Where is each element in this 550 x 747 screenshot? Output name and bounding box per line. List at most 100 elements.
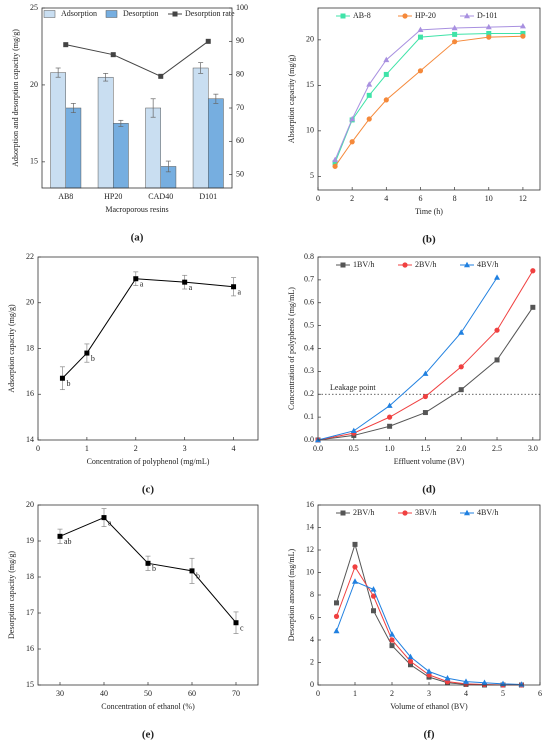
x-tick-label: 0 (36, 444, 40, 453)
x-tick-label: 8 (453, 194, 457, 203)
significance-letter: b (91, 354, 95, 363)
y-axis-title: Adsorption and desorption capacity (mg/g… (11, 29, 20, 167)
bar (145, 107, 162, 189)
bar (113, 123, 129, 189)
marker (389, 637, 395, 643)
bar (208, 98, 224, 189)
x-tick-label: 0.0 (313, 444, 323, 453)
y-tick-label: 16 (26, 644, 34, 653)
x-tick-label: 6 (538, 689, 542, 698)
y-tick-label: 4 (310, 635, 314, 644)
x-axis-title: Concentration of polyphenol (mg/mL) (87, 457, 210, 466)
legend-marker (340, 13, 346, 19)
series-line (336, 542, 522, 686)
y-tick-label: 0.7 (304, 275, 314, 284)
marker (494, 274, 501, 280)
marker (352, 578, 358, 584)
x-tick-label: 70 (232, 689, 240, 698)
y2-tick-label: 70 (236, 103, 244, 112)
bar (65, 107, 82, 189)
marker (145, 560, 151, 566)
y-axis-title: Adsorption capacity (mg/g) (7, 304, 16, 393)
marker (417, 26, 424, 33)
y-axis-title: Desorption capacity (mg/g) (7, 551, 16, 639)
y-tick-label: 20 (306, 35, 314, 44)
y-tick-label: 5 (310, 171, 314, 180)
x-tick-label: 2.0 (456, 444, 466, 453)
legend-label: Desorption (123, 9, 159, 18)
legend-label: 1BV/h (353, 260, 374, 269)
marker (158, 73, 164, 79)
marker (352, 564, 358, 570)
marker (520, 30, 526, 36)
marker (389, 643, 395, 649)
marker (408, 662, 413, 668)
marker (349, 115, 356, 122)
marker (422, 370, 429, 376)
marker (182, 279, 188, 285)
y-tick-label: 15 (306, 80, 314, 89)
legend-label: D-101 (477, 11, 497, 20)
y-tick-label: 12 (306, 545, 314, 554)
marker (371, 608, 376, 614)
marker (451, 24, 458, 31)
x-tick-label: 40 (100, 689, 108, 698)
marker (486, 34, 492, 40)
series-line (317, 277, 498, 441)
series-line (334, 35, 523, 167)
y-tick-label: 17 (26, 608, 34, 617)
marker (332, 163, 338, 169)
marker (332, 156, 339, 163)
marker (350, 427, 357, 434)
marker (233, 620, 239, 626)
legend-label: AB-8 (353, 11, 371, 20)
marker (387, 423, 393, 429)
marker (383, 97, 389, 103)
x-tick-label: 2.5 (492, 444, 502, 453)
x-tick-label: 1.5 (420, 444, 430, 453)
bar (50, 72, 66, 189)
significance-letter: ab (64, 537, 72, 546)
plot-frame (37, 504, 259, 686)
y-tick-label: 8 (310, 590, 314, 599)
x-tick-label: D101 (199, 192, 217, 201)
legend-label: 2BV/h (353, 508, 374, 517)
y-tick-label: 18 (26, 572, 34, 581)
y-tick-label: 22 (26, 252, 34, 261)
x-tick-label: 4 (464, 689, 468, 698)
legend-label: 2BV/h (415, 260, 436, 269)
plot-frame (41, 7, 233, 189)
marker (458, 364, 464, 370)
legend-marker (402, 13, 408, 19)
panel-label: (b) (422, 234, 436, 246)
marker (370, 586, 377, 592)
reference-label: Leakage point (330, 383, 376, 392)
x-tick-label: 0 (316, 689, 320, 698)
legend-swatch (43, 10, 56, 18)
marker (349, 139, 355, 145)
x-tick-label: 3 (427, 689, 431, 698)
marker (389, 631, 395, 637)
marker (426, 668, 432, 674)
x-tick-label: 30 (56, 689, 64, 698)
marker (334, 600, 339, 606)
y-tick-label: 0 (310, 680, 314, 689)
marker (383, 56, 390, 63)
y-tick-label: 15 (26, 680, 34, 689)
bar (97, 76, 114, 189)
marker (519, 23, 526, 29)
x-tick-label: 60 (188, 689, 196, 698)
y2-tick-label: 100 (236, 3, 248, 12)
marker (387, 414, 393, 420)
x-axis-title: Volume of ethanol (BV) (390, 702, 468, 711)
x-tick-label: 2 (134, 444, 138, 453)
marker (407, 653, 414, 660)
marker (481, 679, 488, 685)
marker (133, 276, 139, 282)
y-tick-label: 0.0 (304, 435, 314, 444)
marker (463, 678, 469, 684)
marker (231, 284, 237, 290)
marker (101, 515, 107, 521)
significance-letter: b (152, 564, 156, 573)
series-line (334, 32, 523, 163)
